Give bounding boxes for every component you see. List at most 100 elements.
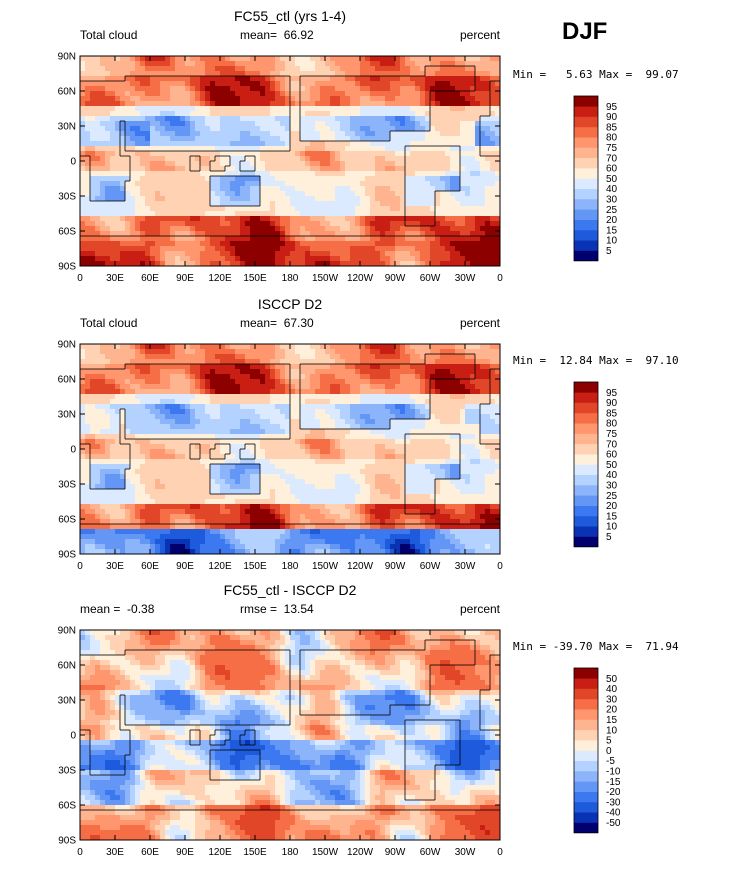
field-cell — [95, 221, 100, 226]
field-cell — [110, 354, 115, 359]
field-cell — [315, 364, 320, 369]
field-cell — [205, 121, 210, 126]
field-cell — [295, 96, 300, 101]
field-cell — [90, 186, 95, 191]
field-cell — [335, 419, 340, 424]
field-cell — [355, 96, 360, 101]
field-cell — [470, 126, 475, 131]
field-cell — [155, 141, 160, 146]
field-cell — [400, 344, 405, 349]
field-cell — [130, 384, 135, 389]
field-cell — [230, 241, 235, 246]
field-cell — [165, 384, 170, 389]
field-cell — [260, 161, 265, 166]
field-cell — [255, 419, 260, 424]
field-cell — [380, 121, 385, 126]
field-cell — [330, 76, 335, 81]
field-cell — [355, 171, 360, 176]
field-cell — [365, 61, 370, 66]
field-cell — [470, 389, 475, 394]
field-cell — [335, 121, 340, 126]
field-cell — [330, 226, 335, 231]
field-cell — [460, 166, 465, 171]
field-cell — [280, 141, 285, 146]
field-cell — [300, 359, 305, 364]
field-cell — [165, 96, 170, 101]
field-cell — [340, 206, 345, 211]
field-cell — [360, 364, 365, 369]
field-cell — [325, 111, 330, 116]
field-cell — [490, 379, 495, 384]
field-cell — [455, 414, 460, 419]
field-cell — [300, 166, 305, 171]
field-cell — [275, 151, 280, 156]
field-cell — [90, 141, 95, 146]
field-cell — [140, 379, 145, 384]
field-cell — [190, 151, 195, 156]
field-cell — [200, 216, 205, 221]
field-cell — [415, 156, 420, 161]
field-cell — [110, 156, 115, 161]
field-cell — [430, 369, 435, 374]
field-cell — [345, 241, 350, 246]
field-cell — [315, 111, 320, 116]
field-cell — [190, 81, 195, 86]
field-cell — [265, 66, 270, 71]
field-cell — [180, 419, 185, 424]
field-cell — [155, 56, 160, 61]
field-cell — [400, 106, 405, 111]
field-cell — [210, 56, 215, 61]
field-cell — [210, 256, 215, 261]
field-cell — [300, 131, 305, 136]
field-cell — [115, 121, 120, 126]
field-cell — [155, 349, 160, 354]
lon-tick-label: 120W — [347, 273, 374, 284]
field-cell — [115, 379, 120, 384]
field-cell — [195, 236, 200, 241]
field-cell — [265, 374, 270, 379]
field-cell — [120, 349, 125, 354]
field-cell — [100, 156, 105, 161]
field-cell — [455, 191, 460, 196]
field-cell — [350, 166, 355, 171]
field-cell — [245, 86, 250, 91]
field-cell — [125, 404, 130, 409]
field-cell — [80, 394, 85, 399]
field-cell — [90, 206, 95, 211]
field-cell — [350, 156, 355, 161]
field-cell — [230, 146, 235, 151]
field-cell — [440, 86, 445, 91]
field-cell — [250, 131, 255, 136]
field-cell — [365, 384, 370, 389]
field-cell — [235, 186, 240, 191]
field-cell — [80, 379, 85, 384]
field-cell — [485, 111, 490, 116]
field-cell — [255, 186, 260, 191]
field-cell — [140, 146, 145, 151]
field-cell — [450, 201, 455, 206]
field-cell — [310, 81, 315, 86]
field-cell — [315, 141, 320, 146]
field-cell — [400, 161, 405, 166]
field-cell — [155, 226, 160, 231]
field-cell — [415, 211, 420, 216]
field-cell — [350, 96, 355, 101]
field-cell — [480, 91, 485, 96]
field-cell — [115, 256, 120, 261]
field-cell — [485, 191, 490, 196]
field-cell — [290, 251, 295, 256]
field-cell — [95, 106, 100, 111]
field-cell — [405, 379, 410, 384]
field-cell — [195, 91, 200, 96]
field-cell — [125, 66, 130, 71]
field-cell — [490, 414, 495, 419]
field-cell — [215, 211, 220, 216]
field-cell — [415, 201, 420, 206]
field-cell — [200, 166, 205, 171]
field-cell — [490, 61, 495, 66]
field-cell — [345, 256, 350, 261]
field-cell — [150, 121, 155, 126]
field-cell — [135, 344, 140, 349]
field-cell — [205, 364, 210, 369]
field-cell — [175, 354, 180, 359]
